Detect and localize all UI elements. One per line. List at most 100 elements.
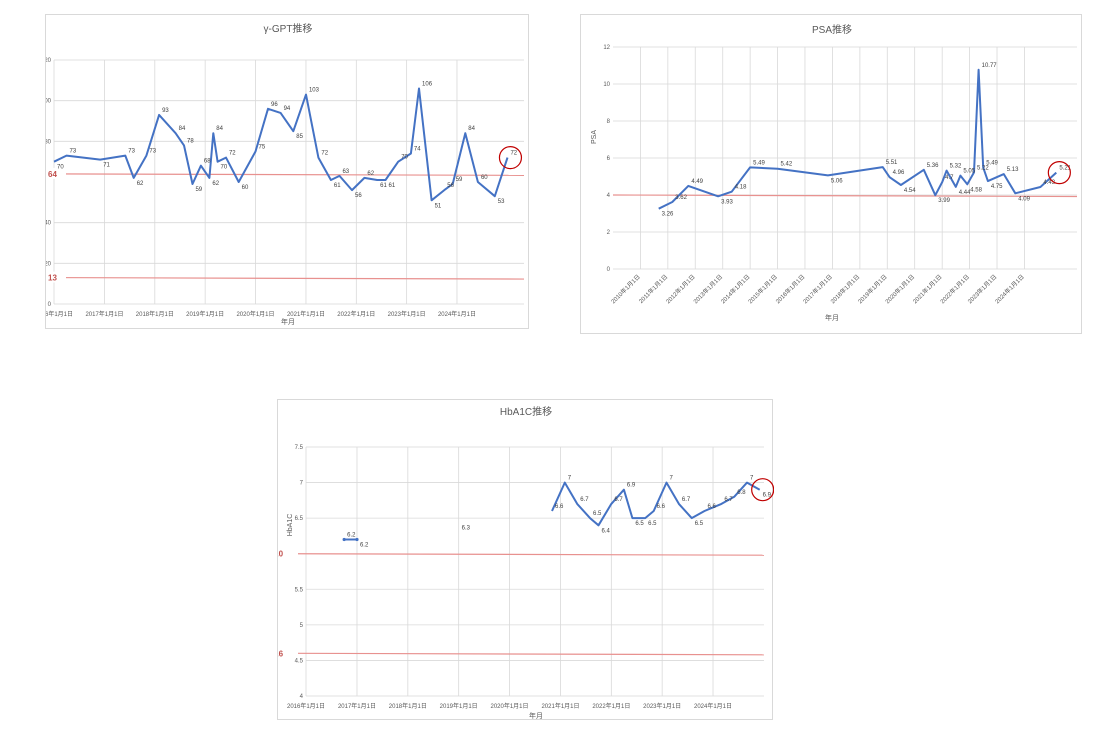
chart-psa: PSA推移 0 2 4 6 8 10 12 2010年1月1日 2011年1月1日 2012年1月1… — [580, 14, 1082, 334]
y-tick-label: 5.5 — [295, 587, 304, 593]
data-label: 6.5 — [593, 511, 602, 517]
series-line — [53, 87, 509, 202]
reference-label-bg — [278, 647, 290, 659]
data-label: 62 — [212, 181, 219, 187]
data-label: 78 — [187, 138, 194, 144]
data-label: 56 — [447, 183, 454, 189]
data-label: 56 — [355, 193, 362, 199]
data-label: 62 — [137, 181, 144, 187]
data-label: 60 — [242, 185, 249, 191]
data-label: 5.06 — [831, 178, 843, 184]
data-label: 106 — [422, 81, 433, 87]
data-label: 73 — [149, 149, 156, 155]
data-label: 6.8 — [737, 490, 746, 496]
y-tick-label: 0 — [48, 302, 52, 308]
chart-hba1c: HbA1C推移 4 4.5 5 5.5 6.5 7 7.5 2016年1月1日 2017年1月1日… — [277, 399, 774, 720]
data-label: 3.62 — [675, 195, 687, 201]
chart-title: HbA1C推移 — [500, 405, 552, 418]
data-label: 61 — [334, 183, 341, 189]
data-label: 5.42 — [781, 162, 793, 168]
reference-label: 64 — [48, 170, 57, 179]
data-label: 6.5 — [695, 521, 704, 527]
data-label: 3.93 — [721, 199, 733, 205]
chart-gamma-gpt: γ-GPT推移 0 20 40 80 100 120 2016年1月1日 2017年1月1日 20… — [45, 14, 529, 329]
y-tick-label: 7.5 — [295, 445, 304, 451]
data-label: 73 — [128, 149, 135, 155]
data-label: 3.26 — [662, 212, 674, 218]
data-label: 4.54 — [904, 188, 916, 194]
x-tick-label: 2017年1月1日 — [338, 702, 376, 710]
data-label: 74 — [414, 147, 421, 153]
reference-label: 13 — [48, 274, 57, 283]
data-label: 73 — [70, 149, 77, 155]
data-label: 4.49 — [691, 179, 703, 185]
data-label: 68 — [204, 159, 211, 165]
x-tick-label: 2023年1月1日 — [643, 702, 681, 710]
x-tick-label: 2017年1月1日 — [801, 273, 834, 306]
x-tick-label: 2016年1月1日 — [287, 702, 325, 710]
data-label: 4.18 — [735, 185, 747, 191]
data-label: 5.21 — [1059, 166, 1071, 172]
data-label: 75 — [258, 145, 265, 151]
y-tick-label: 2 — [607, 230, 611, 236]
data-label: 6.7 — [724, 497, 733, 503]
reference-label: 6.0 — [278, 550, 284, 559]
chart-title: γ-GPT推移 — [264, 22, 313, 35]
data-label: 7 — [568, 476, 572, 482]
data-label: 5.22 — [977, 165, 989, 171]
data-label: 6.6 — [657, 504, 666, 510]
x-tick-label: 2024年1月1日 — [694, 702, 732, 710]
data-label: 84 — [468, 126, 475, 132]
data-label: 63 — [342, 169, 349, 175]
data-point — [355, 537, 359, 542]
y-tick-label: 100 — [46, 99, 52, 105]
x-tick-label: 2020年1月1日 — [236, 310, 274, 318]
data-label: 70 — [221, 165, 228, 171]
x-tick-label: 2024年1月1日 — [438, 310, 476, 318]
highlight-circle — [498, 146, 523, 170]
x-tick-label: 2022年1月1日 — [592, 702, 630, 710]
y-axis-label: PSA — [591, 130, 598, 144]
reference-line — [46, 276, 525, 280]
data-label: 59 — [195, 187, 202, 193]
reference-label-bg — [278, 547, 290, 559]
data-label: 6.3 — [462, 525, 471, 531]
y-tick-label: 80 — [46, 139, 52, 145]
data-label: 51 — [435, 203, 442, 209]
data-label: 7 — [750, 476, 754, 482]
x-tick-label: 2017年1月1日 — [85, 310, 123, 318]
y-tick-label: 8 — [607, 119, 611, 125]
x-axis-label: 年月 — [529, 711, 543, 720]
reference-label-bg — [46, 271, 66, 283]
data-label: 6.5 — [635, 521, 644, 527]
data-label: 4.09 — [1018, 196, 1030, 202]
data-label: 94 — [284, 106, 291, 112]
data-label: 53 — [498, 199, 505, 205]
y-tick-label: 6.5 — [295, 516, 304, 522]
x-tick-label: 2023年1月1日 — [388, 310, 426, 318]
data-label: 6.2 — [347, 532, 356, 538]
x-tick-label: 2019年1月1日 — [856, 273, 889, 306]
data-label: 4.96 — [893, 170, 905, 176]
x-tick-label: 2018年1月1日 — [389, 702, 427, 710]
data-label: 4.7 — [945, 175, 954, 181]
data-label: 61 — [380, 183, 387, 189]
data-label: 60 — [481, 175, 488, 181]
data-label: 5.05 — [963, 169, 975, 175]
data-label: 84 — [179, 126, 186, 132]
data-label: 5.49 — [986, 160, 998, 166]
x-tick-label: 2018年1月1日 — [136, 310, 174, 318]
data-label: 5.49 — [753, 160, 765, 166]
x-tick-label: 2010年1月1日 — [609, 273, 642, 306]
data-label: 6.9 — [763, 493, 772, 499]
data-label: 61 — [389, 183, 396, 189]
data-label: 6.6 — [708, 504, 717, 510]
data-label: 70 — [401, 155, 408, 161]
data-label: 6.7 — [682, 497, 691, 503]
chart-gamma-gpt-svg: γ-GPT推移 0 20 40 80 100 120 2016年1月1日 2017年1月1日 20… — [46, 22, 525, 326]
data-label: 85 — [296, 134, 303, 140]
y-tick-label: 120 — [46, 58, 52, 64]
data-label: 59 — [456, 177, 463, 183]
x-tick-label: 2021年1月1日 — [287, 310, 325, 318]
data-label: 71 — [103, 163, 110, 169]
